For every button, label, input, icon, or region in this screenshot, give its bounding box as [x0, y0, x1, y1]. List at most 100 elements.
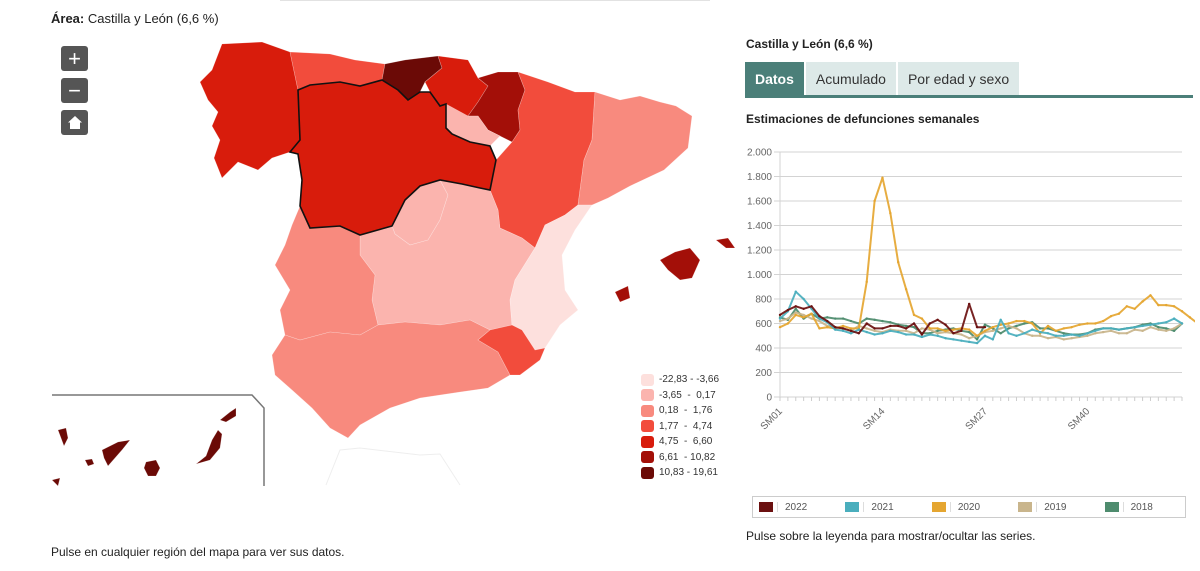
data-point-2020 [1141, 300, 1144, 303]
map-legend-label: 6,61 - 10,82 [659, 451, 716, 463]
data-point-2020 [912, 313, 916, 317]
region-castilla-y-leon[interactable] [288, 79, 497, 236]
data-point-2022 [810, 305, 813, 308]
map-legend-label: -3,65 - 0,17 [659, 389, 716, 401]
data-point-2018 [1015, 324, 1018, 328]
legend-label: 2021 [871, 501, 894, 513]
data-point-2020 [1054, 329, 1058, 333]
zoom-out-button[interactable]: − [61, 78, 88, 103]
map-legend-swatch [641, 466, 654, 479]
legend-swatch [1104, 502, 1123, 512]
data-point-2018 [975, 338, 979, 341]
data-point-2018 [999, 332, 1002, 335]
canarias-inset-frame [52, 394, 265, 486]
data-point-2019 [1015, 327, 1018, 330]
data-point-2018 [1038, 327, 1042, 330]
tab-por-edad-y-sexo[interactable]: Por edad y sexo [897, 62, 1020, 95]
data-point-2021 [1054, 334, 1058, 337]
data-point-2019 [936, 332, 939, 335]
data-point-2020 [944, 329, 947, 333]
data-point-2018 [873, 318, 876, 322]
region-baleares-mallorca[interactable] [659, 247, 701, 281]
legend-item-2020[interactable]: 2020 [926, 502, 1012, 513]
data-point-2020 [802, 316, 805, 319]
data-point-2018 [983, 323, 987, 326]
zoom-in-button[interactable]: + [61, 46, 88, 71]
legend-item-2019[interactable]: 2019 [1012, 502, 1098, 513]
data-point-2020 [1180, 310, 1184, 313]
region-andalucia[interactable] [271, 319, 511, 439]
data-point-2022 [889, 324, 892, 328]
data-point-2020 [975, 334, 979, 337]
data-point-2022 [920, 333, 924, 336]
data-point-2021 [1038, 330, 1042, 334]
data-point-2020 [928, 327, 931, 330]
data-point-2018 [967, 330, 971, 334]
data-point-2021 [991, 338, 995, 341]
data-point-2022 [778, 313, 782, 317]
data-point-2020 [1109, 314, 1113, 318]
data-point-2021 [936, 334, 939, 337]
data-point-2021 [983, 334, 987, 337]
data-point-2020 [952, 328, 955, 331]
data-point-2022 [944, 323, 947, 326]
data-point-2020 [1125, 305, 1129, 308]
legend-item-2021[interactable]: 2021 [839, 502, 925, 513]
data-point-2021 [928, 333, 931, 336]
data-point-2022 [841, 327, 845, 330]
legend-label: 2019 [1044, 501, 1067, 513]
legend-item-2022[interactable]: 2022 [753, 502, 839, 513]
data-point-2019 [778, 319, 782, 323]
data-point-2018 [889, 321, 892, 324]
data-point-2020 [1094, 322, 1097, 325]
data-point-2020 [818, 327, 821, 330]
data-point-2021 [873, 333, 876, 336]
data-point-2021 [920, 335, 924, 339]
region-murcia[interactable] [477, 324, 546, 376]
data-point-2018 [1062, 332, 1065, 335]
data-point-2021 [1023, 332, 1026, 335]
legend-swatch [759, 502, 777, 512]
north-africa-outline [325, 447, 461, 486]
y-tick-label: 600 [755, 319, 772, 330]
data-point-2019 [1125, 332, 1129, 335]
data-point-2021 [1094, 329, 1097, 333]
region-baleares-menorca[interactable] [715, 237, 736, 249]
series-line-2021 [779, 290, 1183, 345]
data-point-2019 [1062, 338, 1065, 341]
data-point-2020 [1165, 303, 1168, 307]
area-label-value: Castilla y León (6,6 %) [87, 11, 219, 26]
region-galicia[interactable] [199, 41, 301, 179]
region-canarias[interactable] [51, 407, 237, 487]
data-point-2021 [1062, 334, 1065, 337]
data-point-2019 [1141, 329, 1144, 333]
data-point-2020 [881, 176, 884, 179]
data-point-2019 [818, 319, 821, 323]
data-point-2020 [983, 329, 987, 333]
x-tick-label: SM27 [964, 406, 991, 433]
tab-acumulado[interactable]: Acumulado [805, 62, 896, 95]
data-point-2022 [786, 308, 790, 312]
x-tick-label: SM14 [861, 406, 888, 433]
tab-datos[interactable]: Datos [745, 62, 804, 95]
region-baleares-ibiza[interactable] [614, 285, 631, 303]
legend-item-2018[interactable]: 2018 [1099, 502, 1185, 513]
data-point-2021 [889, 329, 892, 333]
data-point-2021 [818, 317, 821, 320]
home-button[interactable] [61, 110, 88, 135]
data-point-2020 [1157, 303, 1160, 307]
data-point-2019 [873, 329, 876, 333]
data-point-2020 [920, 317, 924, 320]
series-line-2020 [779, 176, 1195, 337]
data-point-2020 [865, 280, 868, 284]
legend-label: 2018 [1130, 501, 1153, 513]
top-divider [280, 0, 710, 1]
y-tick-label: 0 [766, 393, 772, 404]
legend-label: 2022 [785, 501, 808, 513]
data-point-2022 [897, 324, 900, 328]
data-point-2021 [1015, 334, 1018, 337]
data-point-2019 [904, 329, 908, 333]
map-legend-label: 10,83 - 19,61 [659, 467, 718, 479]
region-cataluna[interactable] [577, 91, 693, 206]
legend-swatch [845, 502, 864, 512]
